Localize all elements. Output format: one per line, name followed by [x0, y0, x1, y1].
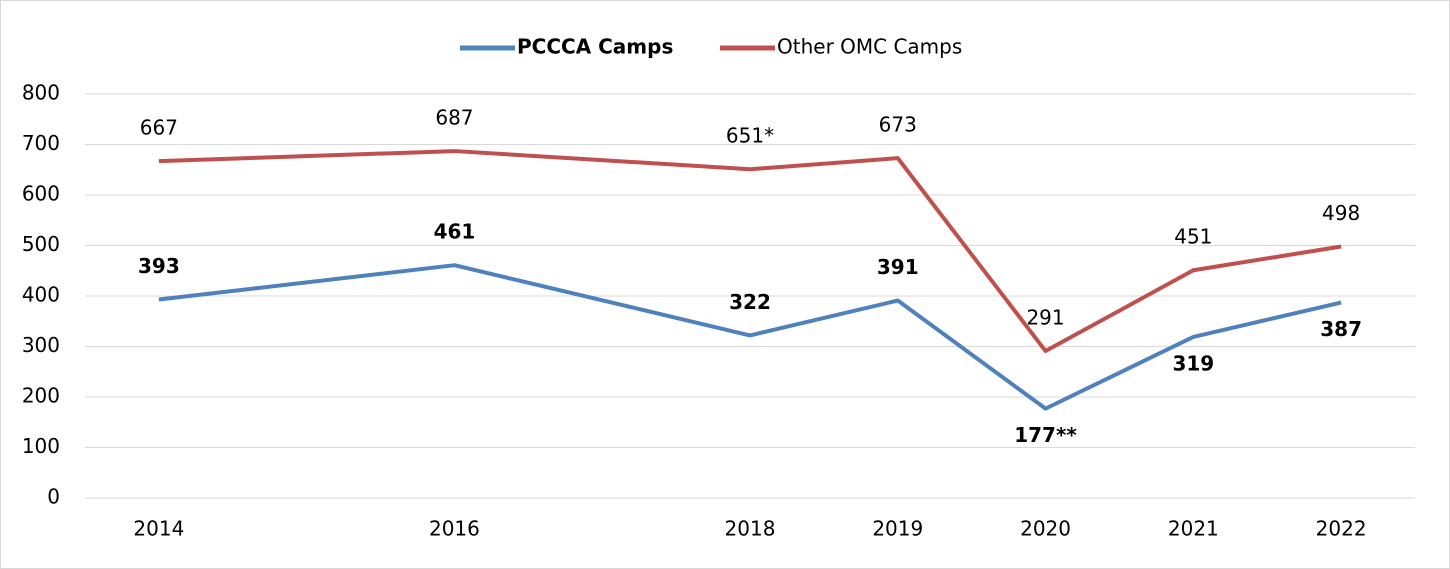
data-label: 387 — [1320, 317, 1362, 341]
x-tick-label: 2022 — [1316, 517, 1367, 541]
data-label: 451 — [1174, 225, 1212, 249]
y-tick-label: 100 — [22, 434, 60, 458]
y-tick-label: 700 — [22, 131, 60, 155]
x-tick-label: 2018 — [725, 517, 776, 541]
x-tick-label: 2016 — [429, 517, 480, 541]
x-tick-label: 2014 — [133, 517, 184, 541]
legend-label: Other OMC Camps — [777, 35, 962, 59]
y-tick-label: 800 — [22, 81, 60, 105]
data-label: 319 — [1172, 351, 1214, 375]
data-label: 673 — [879, 113, 917, 137]
data-label: 651* — [726, 124, 774, 148]
data-label: 393 — [138, 254, 180, 278]
data-label: 391 — [877, 255, 919, 279]
y-tick-label: 500 — [22, 232, 60, 256]
y-tick-label: 600 — [22, 182, 60, 206]
x-tick-label: 2020 — [1020, 517, 1071, 541]
series-line — [158, 149, 1342, 354]
data-label: 291 — [1026, 306, 1064, 330]
y-tick-label: 400 — [22, 283, 60, 307]
data-label: 177** — [1014, 423, 1077, 447]
y-tick-label: 200 — [22, 384, 60, 408]
data-label: 322 — [729, 290, 771, 314]
y-tick-label: 300 — [22, 333, 60, 357]
data-label: 498 — [1322, 201, 1360, 225]
data-label: 461 — [434, 220, 476, 244]
data-label: 667 — [140, 116, 178, 140]
y-tick-label: 0 — [47, 485, 60, 509]
x-tick-label: 2021 — [1168, 517, 1219, 541]
legend-label: PCCCA Camps — [517, 35, 673, 59]
data-label: 687 — [435, 106, 473, 130]
series-line — [158, 263, 1342, 411]
x-tick-label: 2019 — [872, 517, 923, 541]
